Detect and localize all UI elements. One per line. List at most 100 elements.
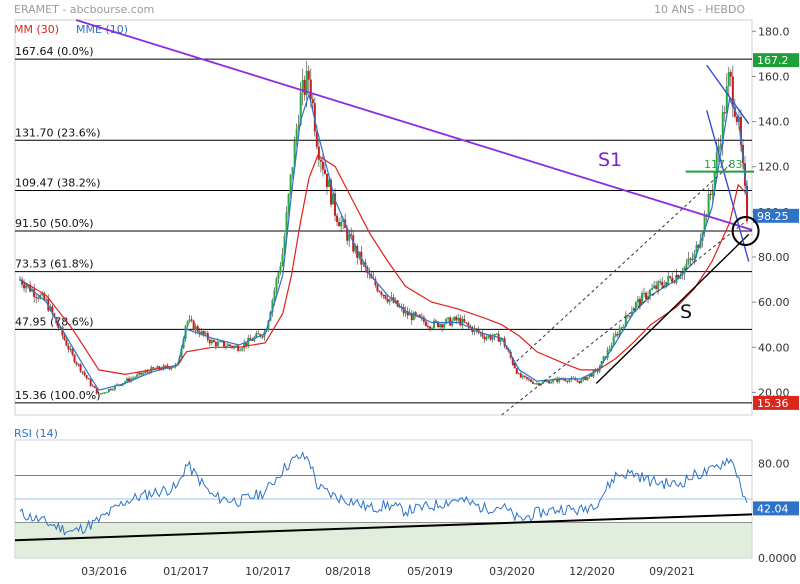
candle-body — [51, 306, 54, 314]
candle-body — [548, 381, 551, 384]
candle-body — [101, 392, 104, 394]
candle-body — [653, 285, 656, 289]
candle-body — [261, 336, 264, 338]
x-tick-label: 08/2018 — [325, 565, 371, 578]
candle-body — [81, 371, 84, 373]
candle-body — [455, 316, 458, 321]
candle-body — [461, 318, 464, 326]
candle-body — [178, 357, 181, 364]
candle-body — [428, 326, 431, 329]
candle-body — [283, 236, 286, 255]
y-tick-label: 160.0 — [758, 70, 790, 83]
trendline-s1 — [75, 19, 753, 231]
y-tick-label: 180.0 — [758, 25, 790, 38]
candle-body — [130, 378, 133, 382]
candle-body — [493, 333, 496, 338]
y-tick-label: 80.00 — [758, 251, 790, 264]
candle-body — [558, 378, 561, 382]
candle-body — [614, 333, 617, 337]
candle-body — [113, 385, 116, 390]
candle-body — [546, 381, 549, 383]
candle-body — [146, 371, 149, 373]
channel-upper-dotted — [511, 161, 734, 366]
candle-body — [325, 173, 328, 188]
candle-body — [303, 79, 306, 96]
candle-body — [65, 339, 68, 346]
candle-body — [412, 312, 415, 321]
candle-body — [348, 234, 351, 241]
candle-body — [103, 392, 106, 394]
candle-body — [307, 70, 310, 80]
candle-body — [439, 324, 442, 328]
candle-body — [683, 267, 686, 274]
candle-body — [608, 348, 611, 350]
candle-body — [279, 266, 282, 273]
candle-body — [342, 219, 345, 222]
candle-body — [243, 342, 246, 349]
x-tick-label: 05/2019 — [407, 565, 453, 578]
candle-body — [224, 346, 227, 348]
candle-body — [170, 367, 173, 370]
candle-body — [667, 276, 670, 282]
candle-body — [564, 379, 567, 381]
candle-body — [649, 289, 652, 296]
price-badge-label: 98.25 — [757, 210, 789, 223]
candle-body — [443, 323, 446, 328]
candle-body — [441, 324, 444, 328]
candle-body — [562, 379, 565, 381]
candle-body — [140, 372, 143, 375]
candle-body — [321, 161, 324, 170]
candle-body — [277, 272, 280, 279]
candle-body — [212, 340, 215, 343]
candle-body — [376, 285, 379, 292]
candle-body — [180, 348, 183, 358]
candle-body — [612, 336, 615, 346]
candle-body — [289, 174, 292, 195]
candle-body — [406, 311, 409, 316]
candle-body — [214, 342, 217, 347]
candle-body — [471, 327, 474, 332]
candle-body — [305, 70, 308, 96]
candle-body — [273, 290, 276, 301]
candle-body — [713, 172, 716, 191]
candle-body — [703, 214, 706, 233]
candle-body — [63, 335, 66, 340]
candle-body — [311, 99, 314, 104]
candle-body — [669, 276, 672, 278]
y-tick-label: 120.0 — [758, 161, 790, 174]
rsi-value-badge-label: 42.04 — [757, 502, 789, 515]
candle-body — [731, 76, 734, 108]
candle-body — [249, 337, 252, 340]
candle-body — [697, 245, 700, 248]
candle-body — [235, 345, 238, 347]
candle-body — [410, 313, 413, 321]
candle-body — [673, 281, 676, 283]
candle-body — [152, 367, 155, 369]
candle-body — [340, 221, 343, 227]
candle-body — [687, 258, 690, 265]
candle-body — [382, 294, 385, 296]
candle-body — [210, 340, 213, 344]
candle-body — [299, 92, 302, 125]
candle-body — [582, 377, 585, 380]
y-tick-label: 40.00 — [758, 341, 790, 354]
down-trendline-lower — [706, 110, 750, 262]
candle-body — [610, 345, 613, 349]
candle-body — [590, 374, 593, 377]
candle-body — [657, 281, 660, 289]
candle-body — [394, 300, 397, 303]
candle-body — [319, 159, 322, 162]
candle-body — [719, 144, 722, 147]
candle-body — [659, 281, 662, 283]
candle-body — [315, 131, 318, 147]
candle-body — [190, 319, 193, 321]
candle-body — [424, 321, 427, 326]
candle-body — [237, 345, 240, 351]
candle-body — [111, 389, 114, 391]
annotation-s1: S1 — [598, 149, 622, 171]
candle-body — [69, 348, 72, 350]
candle-body — [136, 374, 139, 378]
candle-body — [467, 322, 470, 326]
candle-body — [295, 128, 298, 141]
